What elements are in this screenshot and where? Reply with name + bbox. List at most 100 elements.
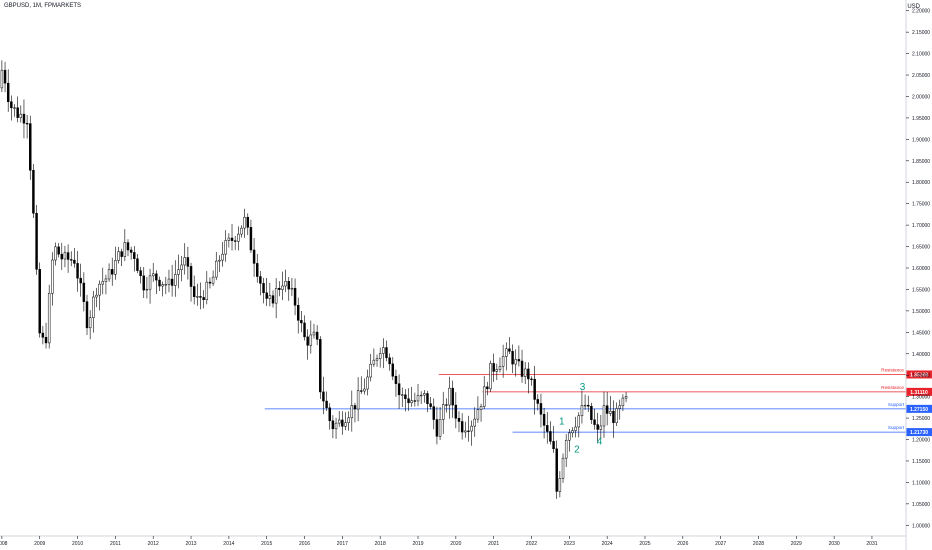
candle-body [10,101,13,109]
candle-body [29,123,32,171]
candle-body [13,107,16,109]
candle-body [259,276,262,284]
x-tick-label: 2025 [639,541,650,547]
candle-body [281,285,284,290]
candle-body [495,369,499,372]
candle-body [186,257,190,267]
x-tick-label: 2022 [526,541,537,547]
x-tick-label: 2011 [110,541,121,547]
candle-body [549,431,552,442]
candle-body [167,278,171,285]
candle-body [539,403,543,415]
candle-body [101,281,104,285]
symbol-title: GBPUSD, 1M, FPMARKETS [4,3,82,9]
candle-body [624,396,628,399]
candle-body [334,422,338,430]
candle-body [460,421,464,433]
candle-body [527,368,530,380]
candle-body [296,304,300,321]
y-tick-label: 1.75000 [912,202,930,208]
candle-body [382,347,385,354]
candle-body [536,399,540,404]
candle-body [391,363,395,377]
candle-body [552,441,555,450]
y-tick-label: 1.80000 [912,180,930,186]
candle-body [221,253,224,261]
price-level-tag [906,428,932,437]
x-tick-label: 2014 [223,541,234,547]
candle-body [401,394,404,396]
candle-body [404,394,407,400]
candle-body [110,269,114,275]
x-tick-label: 2027 [715,541,726,547]
candle-body [615,408,618,423]
candle-body [435,419,439,437]
y-tick-label: 1.85000 [912,159,930,165]
candle-body [44,337,48,344]
candle-body [369,363,372,378]
y-tick-label: 1.15000 [912,459,930,465]
candle-body [479,406,483,410]
candle-body [609,410,612,414]
price-level-tag [906,387,932,396]
price-level-value: 1.27150 [910,407,928,413]
candle-body [192,286,196,297]
candle-body [183,257,186,266]
candle-body [533,378,536,400]
candle-body [230,237,234,241]
candle-body [429,403,432,407]
x-tick-label: 2012 [148,541,159,547]
candle-body [454,404,458,419]
candle-body [256,263,259,277]
candle-body [180,264,183,270]
candle-body [98,283,101,296]
candle-body [508,348,511,352]
candle-body [133,252,136,259]
candle-body [486,386,489,390]
candle-body [618,405,621,409]
candle-body [170,278,174,286]
y-tick-label: 2.10000 [912,52,930,58]
candle-body [356,390,360,410]
x-tick-label: 2028 [753,541,764,547]
candle-body [114,260,117,275]
candle-body [274,287,278,304]
price-level-value: 1.21730 [910,430,928,436]
candle-body [331,420,335,430]
candle-body [57,246,60,255]
candle-body [148,275,152,290]
candle-body [287,281,290,290]
candle-body [423,393,426,396]
support-label: Support [888,425,905,430]
candle-body [587,404,590,407]
candle-body [278,287,281,290]
y-tick-label: 1.95000 [912,116,930,122]
candle-body [271,295,275,304]
candle-body [416,395,420,402]
candle-body [442,404,445,420]
candle-body [505,348,508,357]
candle-body [237,233,240,242]
candle-body [580,405,584,417]
price-level-value: 1.31110 [910,390,928,396]
y-tick-label: 1.45000 [912,330,930,336]
candle-body [337,419,341,424]
x-tick-label: 2013 [185,541,196,547]
candle-body [341,419,344,427]
x-tick-label: 2019 [412,541,423,547]
candle-body [583,404,587,407]
x-tick-label: 2010 [72,541,83,547]
price-level-tag [906,404,932,413]
candle-body [60,253,64,260]
candle-body [473,418,476,427]
candle-body [104,278,108,282]
candle-body [514,359,517,365]
x-tick-label: 2026 [677,541,688,547]
candle-body [350,405,354,419]
candle-body [164,284,168,286]
candle-body [16,107,19,118]
candle-body [293,287,297,306]
candle-body [621,397,625,407]
